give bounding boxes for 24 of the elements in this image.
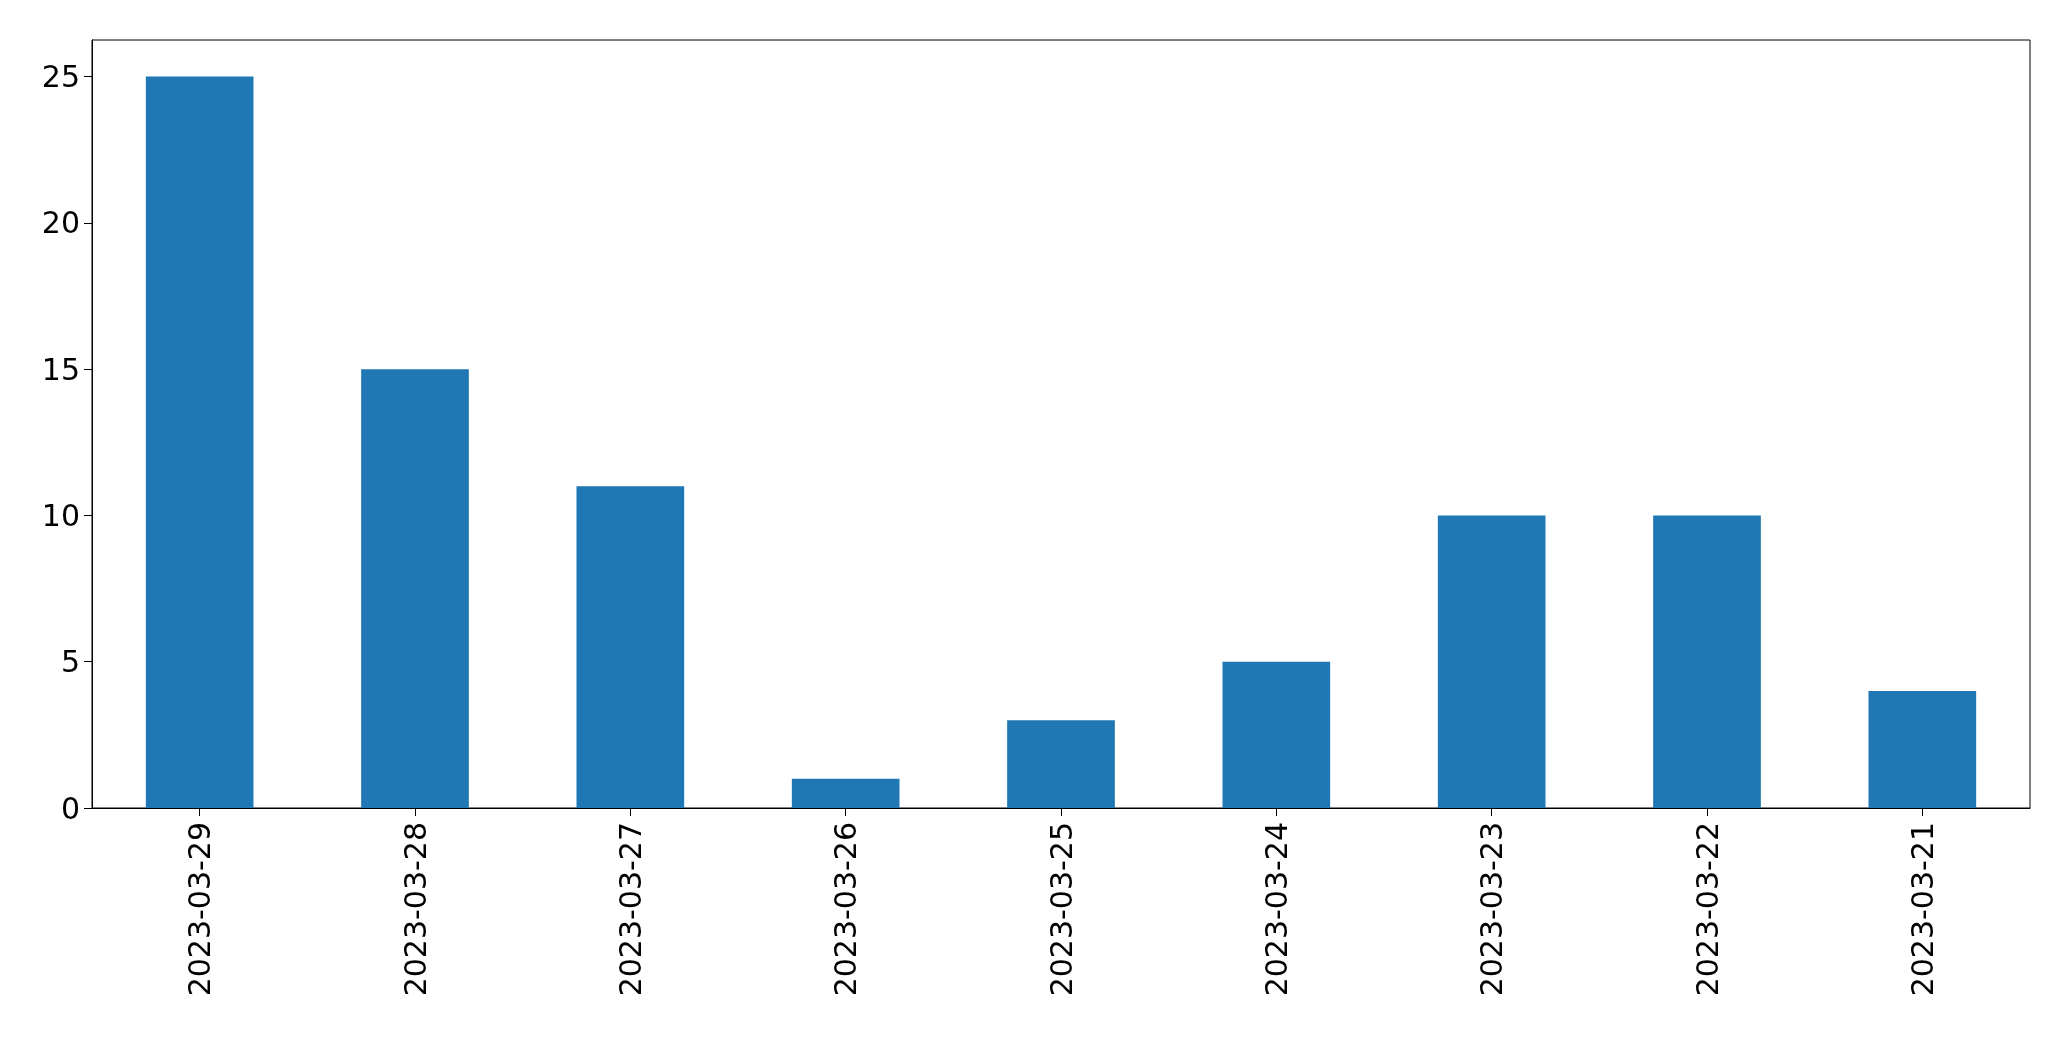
bar — [791, 778, 900, 808]
y-tick-label: 5 — [60, 644, 80, 680]
x-tick-label: 2023-03-21 — [1904, 822, 1940, 997]
x-tick-label: 2023-03-22 — [1689, 822, 1725, 997]
x-tick-label: 2023-03-23 — [1474, 822, 1510, 997]
bar — [145, 76, 254, 808]
x-tick-label: 2023-03-27 — [612, 822, 648, 997]
bar — [576, 486, 685, 808]
y-tick-label: 20 — [41, 205, 80, 241]
bar — [1653, 515, 1761, 808]
bar — [361, 369, 469, 808]
bar — [1437, 515, 1546, 808]
x-tick-label: 2023-03-25 — [1043, 822, 1079, 997]
x-tick-label: 2023-03-26 — [828, 822, 864, 997]
x-tick-label: 2023-03-24 — [1258, 822, 1294, 997]
y-tick-label: 15 — [41, 351, 80, 387]
bar — [1007, 720, 1115, 808]
x-tick-label: 2023-03-28 — [397, 822, 433, 997]
y-tick-label: 10 — [41, 497, 80, 533]
x-tick-label: 2023-03-29 — [182, 822, 218, 997]
bar — [1222, 661, 1331, 808]
bar — [1868, 690, 1977, 808]
y-tick-label: 25 — [41, 59, 80, 95]
y-tick-label: 0 — [60, 790, 80, 826]
